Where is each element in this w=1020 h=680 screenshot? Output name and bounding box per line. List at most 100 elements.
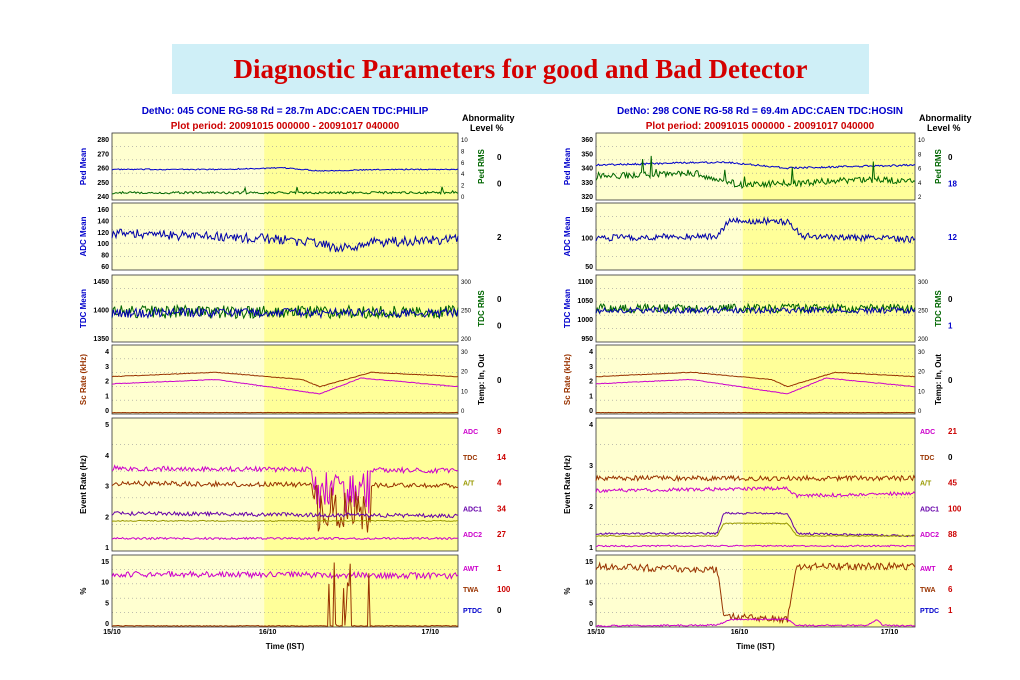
abnormality-value: 4 xyxy=(497,479,502,488)
y-tick-label: 10 xyxy=(585,580,593,587)
abnormality-series-label: ADC2 xyxy=(463,532,482,539)
x-tick-label: 15/10 xyxy=(103,629,121,636)
panel-bg-dark xyxy=(742,418,915,551)
abnormality-series-label: TDC xyxy=(920,455,934,462)
panel-pct: 15 10 5 0% AWT 1 TWA 100 PTDC 0 xyxy=(79,554,511,628)
abnormality-value: 0 xyxy=(948,376,953,385)
series-line-adc xyxy=(111,464,459,515)
chart-header: DetNo: 045 CONE RG-58 Rd = 28.7m ADC:CAE… xyxy=(142,106,429,117)
abnormality-value: 0 xyxy=(948,153,953,162)
y-axis-label: TDC Mean xyxy=(79,289,88,328)
title-banner: Diagnostic Parameters for good and Bad D… xyxy=(172,44,869,94)
y-tick-label: 160 xyxy=(97,207,109,214)
y-tick-label: 2 xyxy=(105,514,109,521)
panel-frame xyxy=(111,554,459,628)
y-tick-label: 5 xyxy=(589,600,593,607)
series-line-temp_out xyxy=(595,371,916,388)
series-line-adc1 xyxy=(111,510,459,519)
abnormality-value: 45 xyxy=(948,479,957,488)
y-axis-label: Ped Mean xyxy=(79,148,88,185)
y-axis-label: ADC Mean xyxy=(563,216,572,256)
y-tick-label: 150 xyxy=(581,207,593,214)
y-tick-label: 15 xyxy=(101,559,109,566)
abnormality-value: 14 xyxy=(497,453,506,462)
y-tick-label: 1350 xyxy=(93,336,109,343)
y2-tick-label: 10 xyxy=(461,389,468,395)
x-tick-label: 16/10 xyxy=(731,629,749,636)
y-tick-label: 340 xyxy=(581,166,593,173)
panel-tdc: 1450 1400 1350 300 250 200 TDC Mean TDC RMS 0 0 xyxy=(79,274,502,343)
abnormality-value: 0 xyxy=(497,295,502,304)
panel-bg-dark xyxy=(264,203,458,270)
y-tick-label: 80 xyxy=(101,253,109,260)
y2-axis-label: Temp: In, Out xyxy=(477,354,486,405)
y2-tick-label: 0 xyxy=(461,409,465,415)
y2-tick-label: 10 xyxy=(461,138,468,144)
plot-period: Plot period: 20091015 000000 - 20091017 … xyxy=(171,121,400,132)
y-tick-label: 3 xyxy=(589,463,593,470)
series-line-adc2 xyxy=(111,536,459,541)
abnormality-series-label: AWT xyxy=(463,566,479,573)
page-title: Diagnostic Parameters for good and Bad D… xyxy=(233,53,808,84)
abnormality-value: 6 xyxy=(948,585,953,594)
panel-frame xyxy=(595,132,916,201)
abnormality-series-label: ADC1 xyxy=(463,506,482,513)
y-tick-label: 250 xyxy=(97,180,109,187)
abnormality-value: 9 xyxy=(497,427,502,436)
panel-frame xyxy=(595,417,916,552)
abnormality-value: 1 xyxy=(948,606,953,615)
y-tick-label: 0 xyxy=(105,408,109,415)
y-tick-label: 0 xyxy=(589,408,593,415)
y2-tick-label: 200 xyxy=(918,337,929,343)
y2-tick-label: 10 xyxy=(918,138,925,144)
y2-axis-label: Ped RMS xyxy=(477,149,486,184)
y-tick-label: 140 xyxy=(97,218,109,225)
y-tick-label: 120 xyxy=(97,230,109,237)
y-tick-label: 3 xyxy=(105,484,109,491)
abnormality-series-label: TWA xyxy=(920,587,936,594)
y2-tick-label: 4 xyxy=(918,181,922,187)
y-tick-label: 100 xyxy=(581,236,593,243)
panel-bg-dark xyxy=(742,555,915,627)
y-axis-label: Sc Rate (kHz) xyxy=(563,354,572,405)
y2-tick-label: 0 xyxy=(461,195,465,201)
series-line-adc2 xyxy=(595,544,916,548)
abnormality-value: 0 xyxy=(497,180,502,189)
series-line-adc_mean xyxy=(595,216,916,244)
abnormality-value: 0 xyxy=(948,295,953,304)
y-tick-label: 4 xyxy=(105,453,109,460)
y-tick-label: 100 xyxy=(97,241,109,248)
y-tick-label: 1050 xyxy=(577,298,593,305)
chart-header: DetNo: 298 CONE RG-58 Rd = 69.4m ADC:CAE… xyxy=(617,106,903,117)
x-tick-label: 17/10 xyxy=(881,629,899,636)
y-tick-label: 240 xyxy=(97,194,109,201)
y-tick-label: 4 xyxy=(589,349,593,356)
y-tick-label: 2 xyxy=(589,504,593,511)
y2-axis-label: Ped RMS xyxy=(934,149,943,184)
detector-chart-2: DetNo: 298 CONE RG-58 Rd = 69.4m ADC:CAE… xyxy=(563,106,972,651)
y2-axis-label: Temp: In, Out xyxy=(934,354,943,405)
y2-tick-label: 20 xyxy=(918,370,925,376)
y-tick-label: 1450 xyxy=(93,279,109,286)
y-tick-label: 1100 xyxy=(578,279,593,286)
y2-tick-label: 0 xyxy=(918,409,922,415)
abnormality-series-label: TDC xyxy=(463,455,477,462)
series-line-a_t xyxy=(111,519,458,522)
y-tick-label: 10 xyxy=(101,580,109,587)
abnormality-series-label: TWA xyxy=(463,587,479,594)
y2-tick-label: 30 xyxy=(918,350,925,356)
series-line-ped_rms xyxy=(111,186,459,195)
abnormality-value: 18 xyxy=(948,180,957,189)
series-line-ped_mean xyxy=(111,166,459,172)
y-axis-label: Sc Rate (kHz) xyxy=(79,354,88,405)
panel-frame xyxy=(595,554,916,628)
panel-frame xyxy=(111,417,459,552)
y2-axis-label: TDC RMS xyxy=(477,290,486,327)
y-axis-label: Event Rate (Hz) xyxy=(563,455,572,514)
y-tick-label: 0 xyxy=(105,621,109,628)
abnormality-label-2: Level % xyxy=(927,123,961,133)
series-line-tdc_mean xyxy=(595,305,916,316)
y-tick-label: 1 xyxy=(105,545,109,552)
abnormality-value: 0 xyxy=(497,322,502,331)
